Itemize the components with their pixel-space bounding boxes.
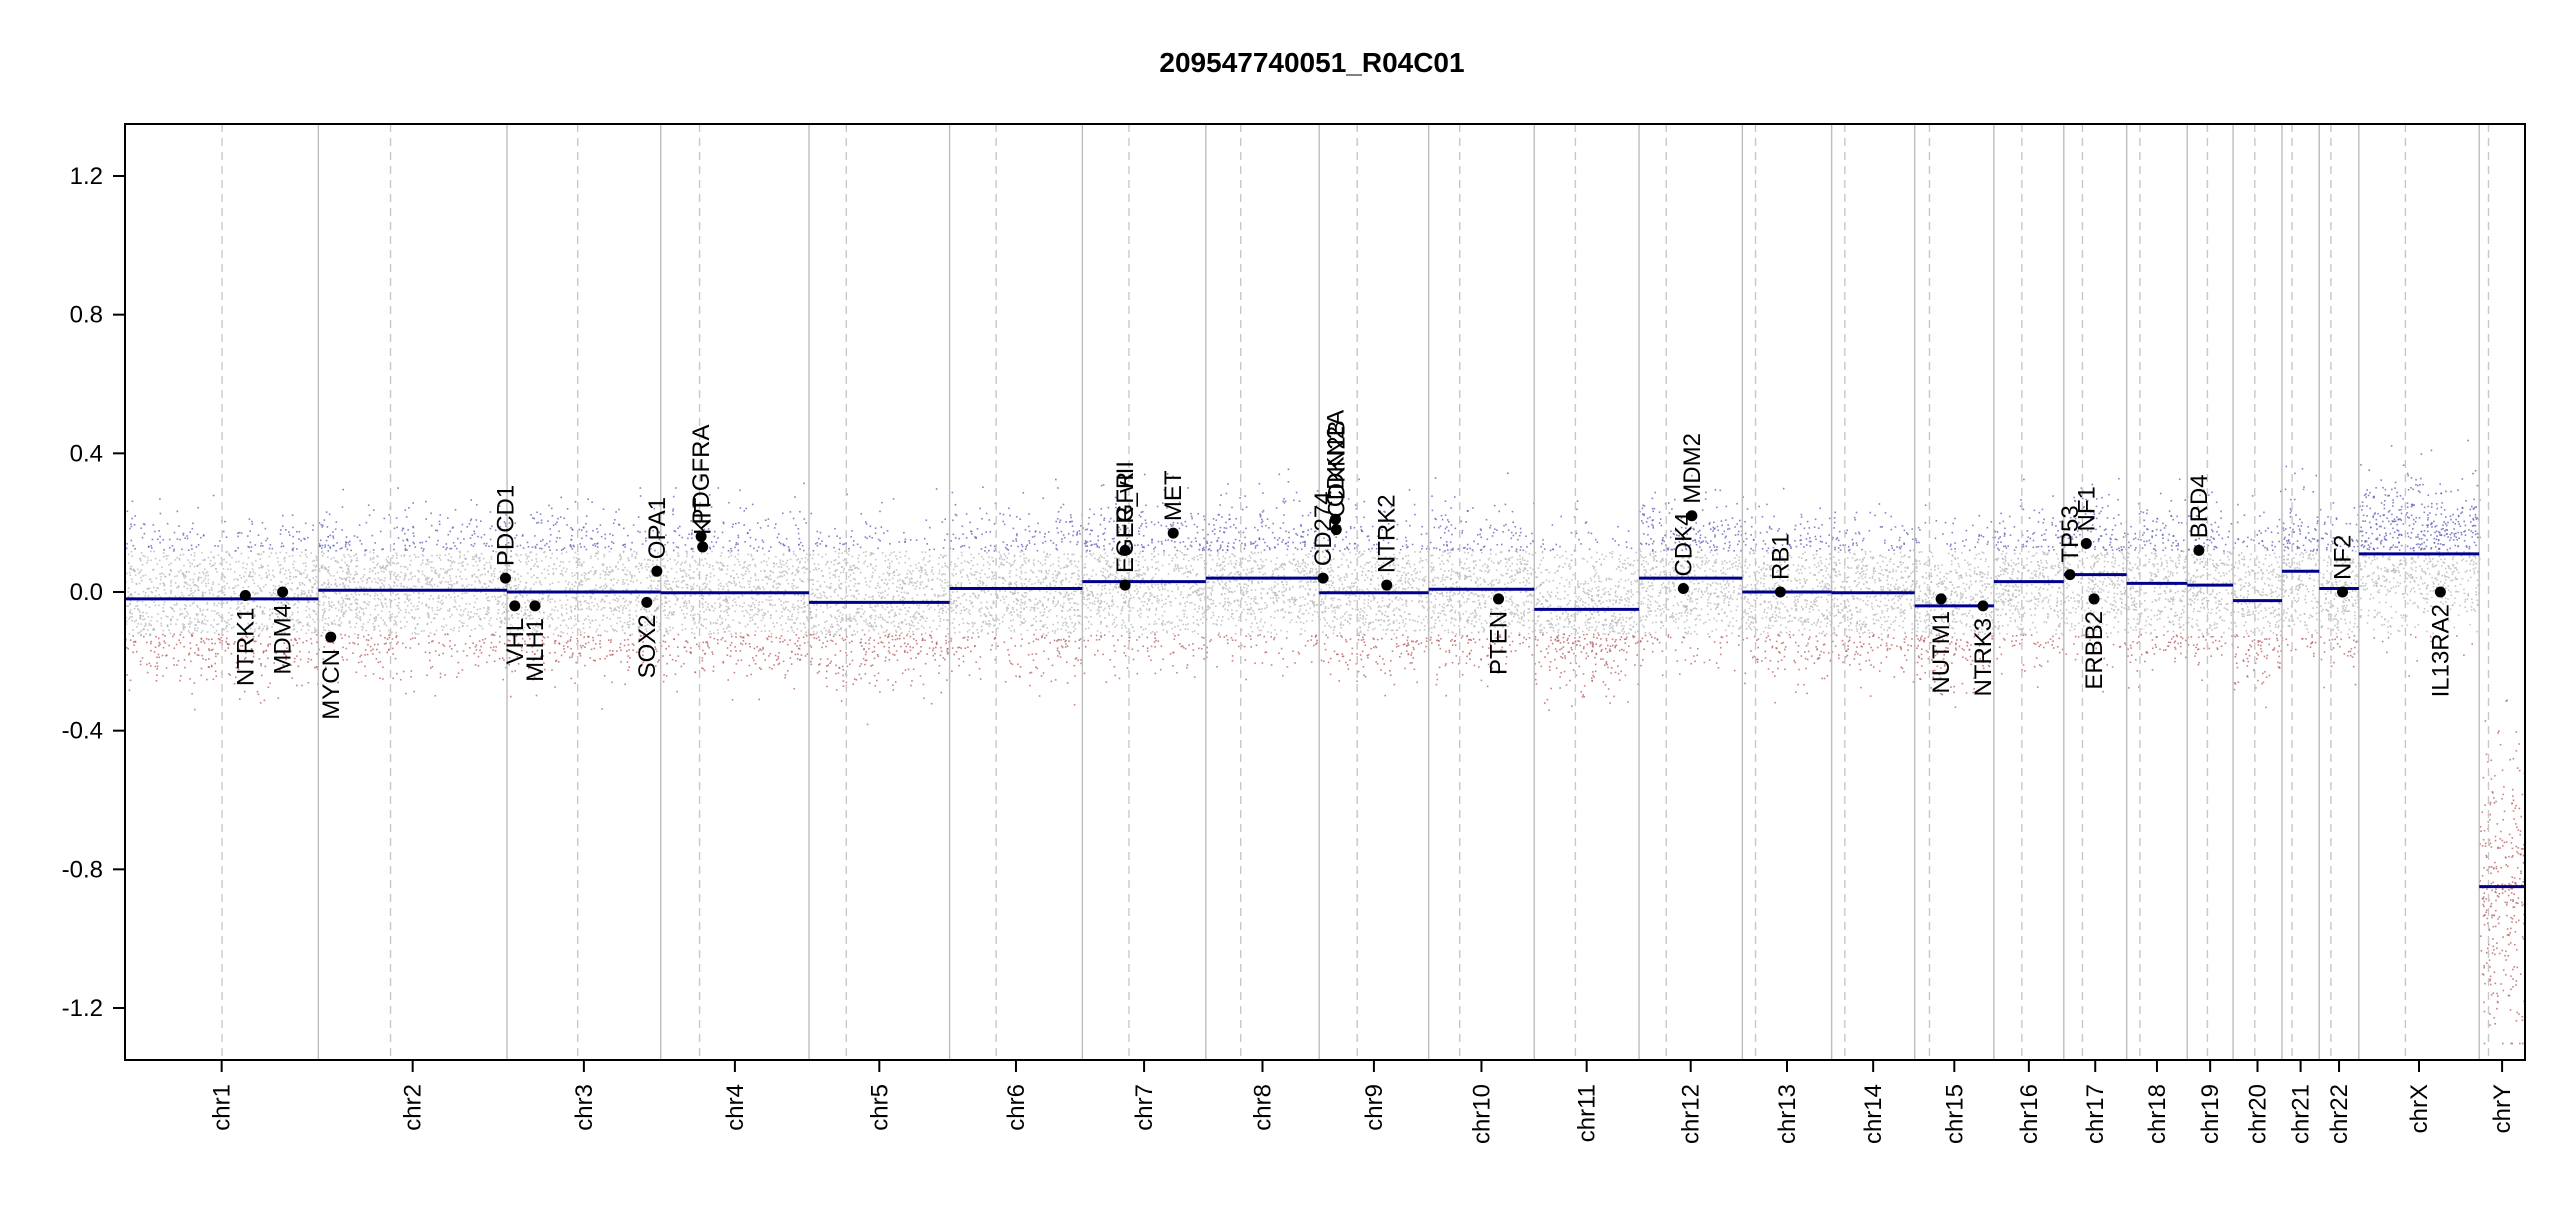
- gene-point-OPA1: [651, 566, 662, 577]
- gene-point-MET: [1168, 528, 1179, 539]
- gene-point-CDK4: [1678, 583, 1689, 594]
- y-tick-label: -0.8: [62, 856, 103, 883]
- gene-point-NF2: [2337, 587, 2348, 598]
- y-tick-label: 1.2: [70, 163, 103, 190]
- x-tick-label-chr7: chr7: [1131, 1084, 1158, 1131]
- x-tick-label-chr22: chr22: [2326, 1084, 2353, 1144]
- gene-point-NUTM1: [1936, 593, 1947, 604]
- x-tick-label-chr2: chr2: [400, 1084, 427, 1131]
- gene-label-NF2: NF2: [2330, 535, 2357, 580]
- gene-point-TP53: [2065, 569, 2076, 580]
- x-tick-label-chr12: chr12: [1678, 1084, 1705, 1144]
- gene-point-NTRK1: [240, 590, 251, 601]
- gene-point-MDM4: [277, 587, 288, 598]
- gene-point-EGFR_vIII: [1120, 580, 1131, 591]
- y-tick-label: 0.0: [70, 579, 103, 606]
- y-tick-label: -1.2: [62, 995, 103, 1022]
- gene-label-BRD4: BRD4: [2186, 474, 2213, 538]
- x-tick-label-chr4: chr4: [722, 1084, 749, 1131]
- gene-label-KIT: KIT: [690, 497, 717, 535]
- chart-title: 209547740051_R04C01: [1159, 47, 1464, 78]
- gene-label-NTRK1: NTRK1: [232, 607, 259, 686]
- gene-label-SOX2: SOX2: [634, 614, 661, 678]
- gene-label-MLH1: MLH1: [522, 618, 549, 682]
- x-tick-label-chr19: chr19: [2197, 1084, 2224, 1144]
- x-tick-label-chr15: chr15: [1941, 1084, 1968, 1144]
- gene-point-IL13RA2: [2435, 587, 2446, 598]
- x-tick-label-chr6: chr6: [1003, 1084, 1030, 1131]
- y-tick-label: -0.4: [62, 718, 103, 745]
- gene-point-BRD4: [2193, 545, 2204, 556]
- y-tick-label: 0.8: [70, 302, 103, 329]
- gene-label-PDCD1: PDCD1: [492, 485, 519, 566]
- gene-label-IL13RA2: IL13RA2: [2427, 604, 2454, 697]
- x-tick-label-chr14: chr14: [1860, 1084, 1887, 1144]
- x-tick-label-chrX: chrX: [2406, 1084, 2433, 1133]
- x-tick-label-chrY: chrY: [2489, 1084, 2516, 1133]
- gene-label-PTEN: PTEN: [1486, 611, 1513, 675]
- gene-label-EGFR_vIII: EGFR_vIII: [1112, 461, 1139, 573]
- x-tick-label-chr16: chr16: [2016, 1084, 2043, 1144]
- gene-point-PTEN: [1493, 593, 1504, 604]
- x-tick-label-chr3: chr3: [571, 1084, 598, 1131]
- x-tick-label-chr1: chr1: [209, 1084, 236, 1131]
- gene-label-MYCN: MYCN: [318, 649, 345, 720]
- gene-point-RB1: [1775, 587, 1786, 598]
- x-tick-label-chr17: chr17: [2082, 1084, 2109, 1144]
- gene-point-SOX2: [641, 597, 652, 608]
- gene-point-KIT: [697, 541, 708, 552]
- y-tick-label: 0.4: [70, 440, 103, 467]
- gene-label-CDK4: CDK4: [1670, 513, 1697, 577]
- gene-point-CD274: [1318, 573, 1329, 584]
- gene-label-MDM4: MDM4: [270, 604, 297, 675]
- gene-point-NTRK2: [1381, 580, 1392, 591]
- x-tick-label-chr13: chr13: [1774, 1084, 1801, 1144]
- gene-label-MET: MET: [1160, 470, 1187, 521]
- gene-point-ERBB2: [2089, 593, 2100, 604]
- gene-point-VHL: [509, 600, 520, 611]
- gene-label-MDM2: MDM2: [1679, 433, 1706, 504]
- gene-label-NTRK2: NTRK2: [1374, 494, 1401, 573]
- x-tick-label-chr18: chr18: [2144, 1084, 2171, 1144]
- gene-point-MYCN: [325, 632, 336, 643]
- x-tick-label-chr8: chr8: [1249, 1084, 1276, 1131]
- gene-label-NF1: NF1: [2073, 486, 2100, 531]
- gene-label-OPA1: OPA1: [644, 497, 671, 559]
- gene-point-PDCD1: [500, 573, 511, 584]
- x-tick-label-chr5: chr5: [866, 1084, 893, 1131]
- gene-point-CDKN2B: [1331, 524, 1342, 535]
- x-tick-label-chr20: chr20: [2245, 1084, 2272, 1144]
- x-tick-label-chr9: chr9: [1361, 1084, 1388, 1131]
- x-tick-label-chr21: chr21: [2288, 1084, 2315, 1144]
- gene-point-MLH1: [529, 600, 540, 611]
- gene-point-NTRK3: [1978, 600, 1989, 611]
- gene-point-MDM2: [1686, 510, 1697, 521]
- gene-point-NF1: [2081, 538, 2092, 549]
- gene-label-ERBB2: ERBB2: [2081, 611, 2108, 690]
- gene-label-CDKN2B: CDKN2B: [1323, 420, 1350, 517]
- x-tick-label-chr11: chr11: [1574, 1084, 1601, 1142]
- gene-label-RB1: RB1: [1767, 533, 1794, 580]
- x-tick-label-chr10: chr10: [1468, 1084, 1495, 1144]
- gene-label-NTRK3: NTRK3: [1970, 618, 1997, 697]
- gene-label-NUTM1: NUTM1: [1928, 611, 1955, 694]
